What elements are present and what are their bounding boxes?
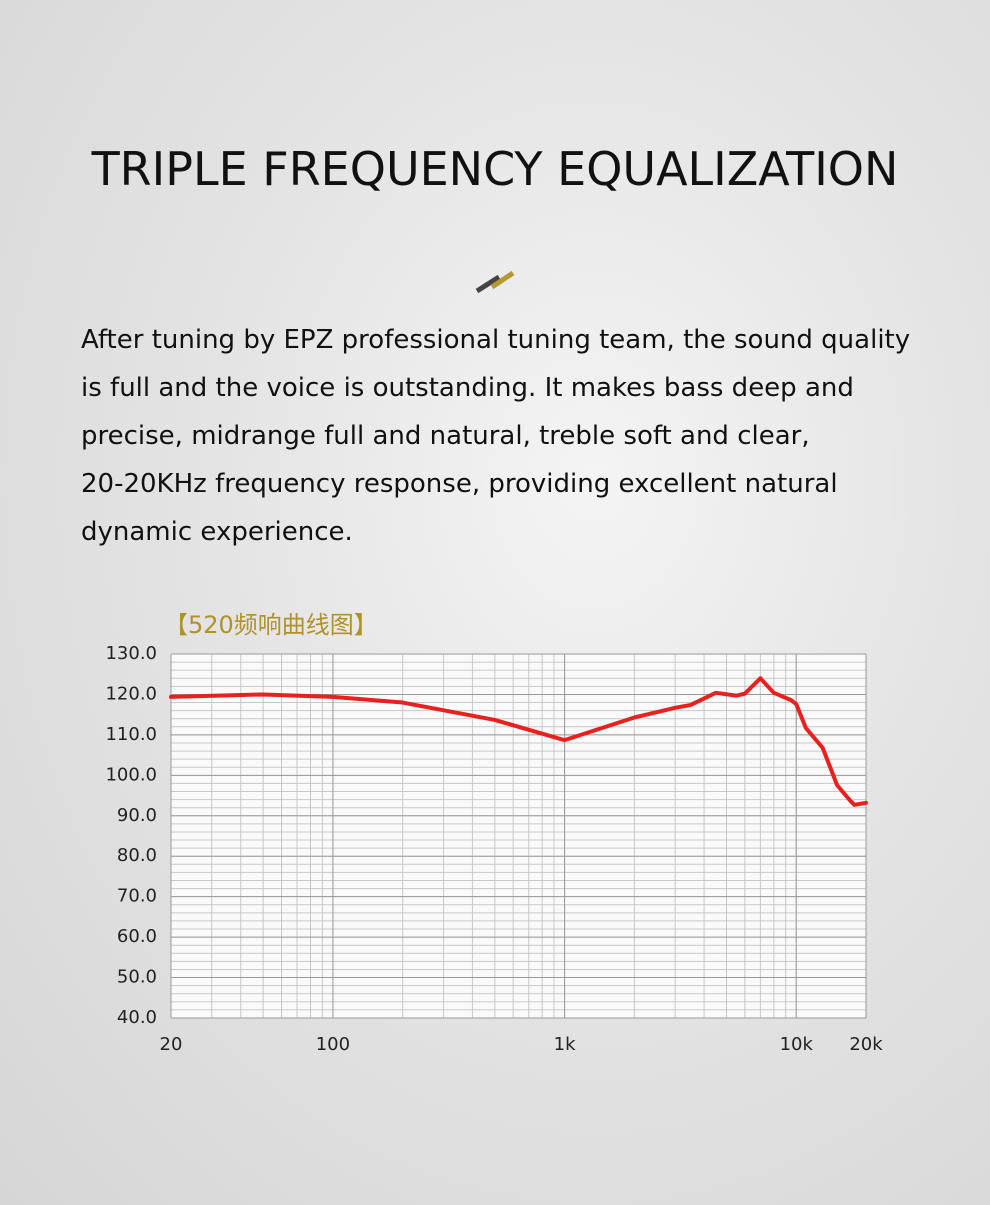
paragraph-line: is full and the voice is outstanding. It… [81, 373, 854, 403]
y-tick-label: 60.0 [117, 926, 157, 947]
y-tick-label: 120.0 [105, 683, 157, 704]
y-tick-label: 50.0 [117, 967, 157, 988]
y-tick-label: 70.0 [117, 886, 157, 907]
x-tick-label: 10k [780, 1034, 814, 1055]
y-tick-label: 40.0 [117, 1007, 157, 1028]
paragraph-line: dynamic experience. [81, 517, 353, 547]
x-tick-label: 20k [849, 1034, 883, 1055]
y-tick-label: 80.0 [117, 845, 157, 866]
x-tick-label: 20 [160, 1034, 183, 1055]
data-line [169, 676, 868, 807]
heading: TRIPLE FREQUENCY EQUALIZATION [91, 142, 899, 196]
paragraph-line: After tuning by EPZ professional tuning … [81, 325, 911, 355]
y-tick-label: 90.0 [117, 805, 157, 826]
divider-icon [475, 270, 515, 294]
x-tick-label: 1k [554, 1034, 576, 1055]
x-tick-label: 100 [316, 1034, 350, 1055]
paragraph-line: precise, midrange full and natural, treb… [81, 421, 810, 451]
y-tick-label: 110.0 [105, 724, 157, 745]
paragraph: After tuning by EPZ professional tuning … [81, 316, 910, 556]
y-tick-label: 130.0 [105, 643, 157, 664]
plot-area [171, 654, 866, 1018]
paragraph-line: 20-20KHz frequency response, providing e… [81, 469, 838, 499]
chart-title: 【520频响曲线图】 [164, 611, 378, 639]
y-tick-label: 100.0 [105, 764, 157, 785]
